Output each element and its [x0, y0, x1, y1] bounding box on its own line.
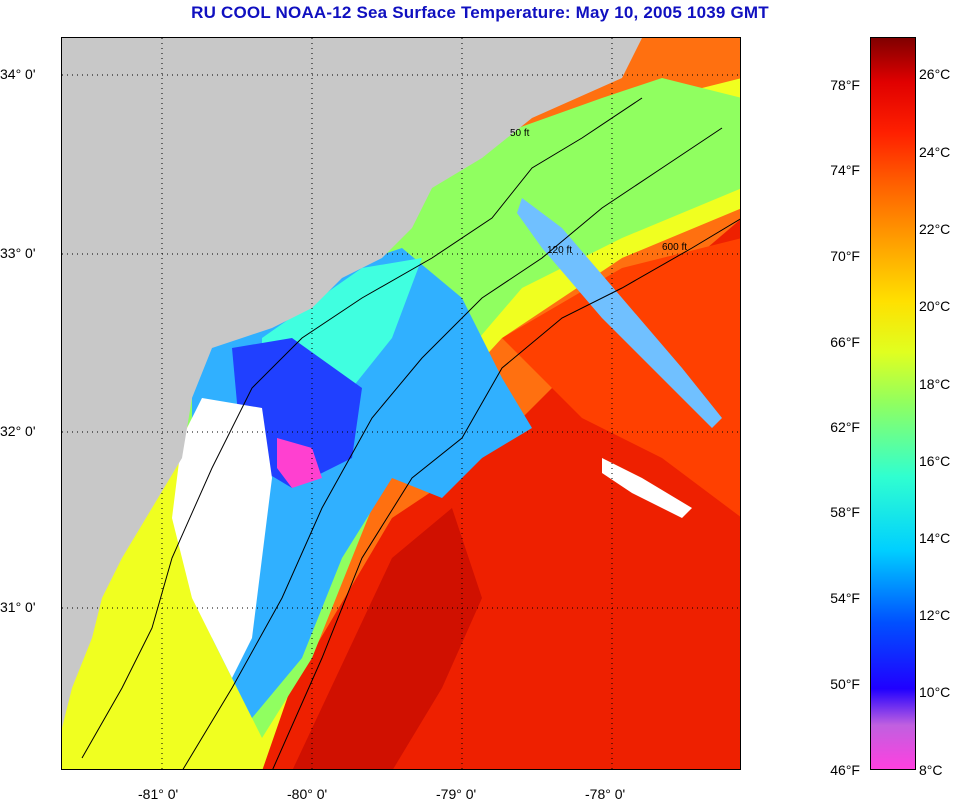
contour-label-120: 120 ft	[547, 245, 572, 256]
cb-f-70: 70°F	[830, 248, 860, 264]
cb-f-78: 78°F	[830, 77, 860, 93]
lat-label-32: 32° 0'	[0, 423, 36, 439]
lon-label-80: -80° 0'	[287, 786, 328, 802]
cb-c-16: 16°C	[919, 453, 951, 469]
cb-f-50: 50°F	[830, 676, 860, 692]
cb-c-22: 22°C	[919, 221, 951, 237]
cb-c-12: 12°C	[919, 607, 951, 623]
cold-filament-2	[602, 458, 692, 518]
cb-c-18: 18°C	[919, 376, 951, 392]
lon-label-79: -79° 0'	[436, 786, 477, 802]
cb-f-54: 54°F	[830, 590, 860, 606]
lon-label-81: -81° 0'	[138, 786, 179, 802]
cb-f-58: 58°F	[830, 504, 860, 520]
cb-c-14: 14°C	[919, 530, 951, 546]
cb-f-66: 66°F	[830, 334, 860, 350]
lat-label-34: 34° 0'	[0, 66, 36, 82]
cb-c-24: 24°C	[919, 144, 951, 160]
cb-c-8: 8°C	[919, 762, 943, 778]
cold-filament-1	[517, 198, 722, 428]
sst-map[interactable]: 50 ft 120 ft 600 ft	[61, 37, 741, 770]
map-title: RU COOL NOAA-12 Sea Surface Temperature:…	[191, 3, 769, 22]
lat-label-31: 31° 0'	[0, 599, 36, 615]
contour-labels: 50 ft 120 ft 600 ft	[510, 128, 687, 256]
grid-lines	[62, 38, 740, 769]
contour-label-600: 600 ft	[662, 242, 687, 253]
contour-label-50: 50 ft	[510, 128, 530, 139]
cb-c-26: 26°C	[919, 66, 951, 82]
cb-c-10: 10°C	[919, 684, 951, 700]
cb-c-20: 20°C	[919, 298, 951, 314]
cold-magenta	[277, 438, 322, 488]
lat-label-33: 33° 0'	[0, 245, 36, 261]
cb-f-46: 46°F	[830, 762, 860, 778]
cb-f-74: 74°F	[830, 162, 860, 178]
cb-f-62: 62°F	[830, 419, 860, 435]
offshore-warm	[502, 238, 740, 517]
gulf-stream-core	[292, 508, 482, 769]
land	[62, 38, 642, 728]
temperature-colorbar	[870, 37, 916, 770]
depth-contours	[81, 97, 740, 769]
lon-label-78: -78° 0'	[585, 786, 626, 802]
